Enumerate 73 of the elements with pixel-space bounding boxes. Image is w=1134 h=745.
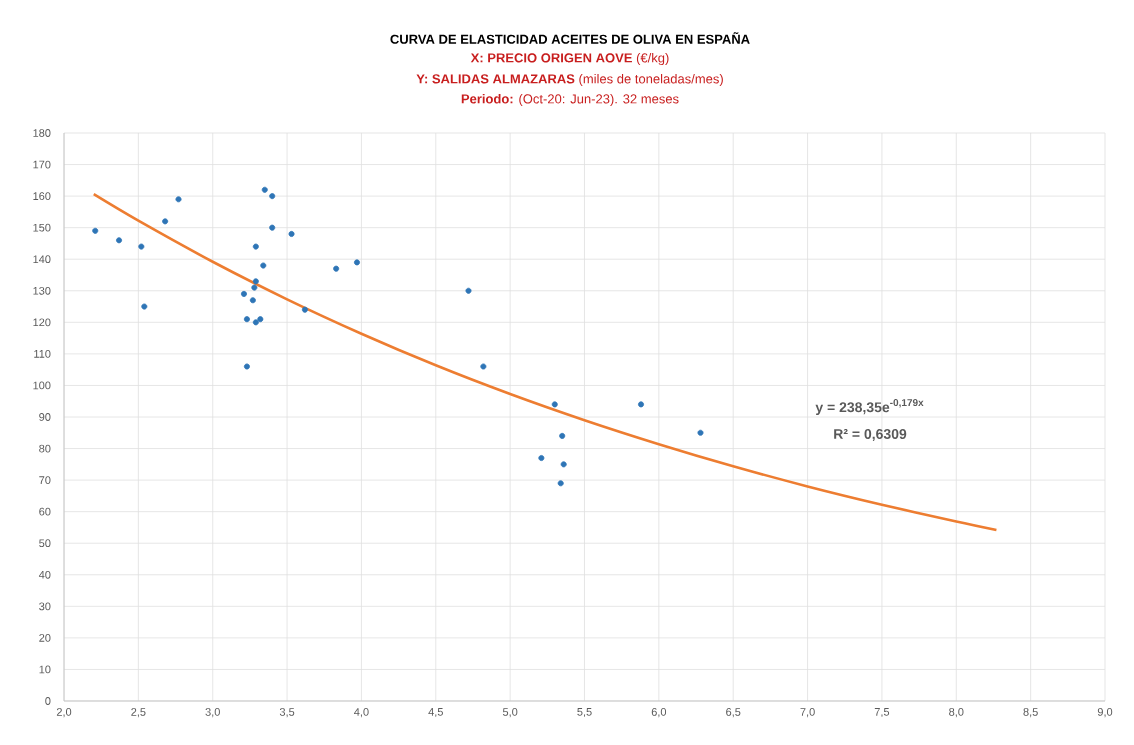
y-tick-label: 10 — [39, 665, 51, 674]
x-tick-label: 6,0 — [651, 708, 667, 718]
point — [240, 290, 247, 297]
point — [243, 316, 250, 323]
point — [333, 265, 340, 272]
y-tick-label: 0 — [45, 697, 51, 705]
point — [141, 303, 148, 310]
y-tick-label: 70 — [39, 476, 51, 484]
y-tick-label: 80 — [39, 444, 51, 453]
y-tick-label: 140 — [33, 255, 51, 264]
y-tick-label: 130 — [33, 286, 51, 295]
point — [260, 262, 267, 269]
point — [252, 319, 259, 326]
text: Periodo: (Oct-20: Jun-23). 32 meses — [461, 93, 679, 107]
point — [697, 429, 704, 436]
point — [116, 237, 123, 244]
point — [301, 306, 308, 313]
x-tick-label: 8,0 — [949, 708, 964, 718]
point — [559, 432, 566, 439]
y-tick-label: 120 — [33, 318, 51, 327]
x-tick-label: 5,0 — [502, 708, 518, 718]
chart-subtitle: X: PRECIO ORIGEN AOVE (€/kg) — [470, 52, 669, 66]
annotation: R² = 0,6309 — [834, 429, 907, 441]
y-tick-label: 50 — [39, 539, 51, 548]
point — [269, 193, 276, 200]
y-tick-label: 180 — [33, 129, 51, 137]
point — [252, 278, 259, 285]
point — [480, 363, 487, 370]
y-tick-label: 100 — [33, 381, 51, 390]
point — [269, 224, 276, 231]
text: Y: SALIDAS ALMAZARAS (miles de toneladas/mes) — [416, 73, 723, 87]
point — [249, 297, 256, 304]
y-tick-label: 40 — [38, 570, 51, 579]
point — [261, 186, 268, 193]
y-tick-label: 160 — [33, 192, 51, 200]
point — [162, 218, 169, 225]
y-tick-label: 20 — [39, 633, 51, 642]
x-tick-label: 7,0 — [800, 708, 815, 718]
point — [175, 196, 182, 203]
x-tick-label: 3,0 — [205, 708, 220, 718]
point — [92, 227, 99, 234]
point — [638, 401, 645, 408]
point — [551, 401, 558, 408]
x-tick-label: 2,0 — [56, 708, 72, 718]
point — [538, 455, 545, 462]
x-tick-label: 7,5 — [874, 708, 890, 718]
x-tick-label: 6,5 — [726, 708, 741, 718]
point — [257, 316, 264, 323]
x-tick-label: 5,5 — [577, 708, 592, 718]
x-tick-label: 9,0 — [1097, 708, 1113, 718]
point — [243, 363, 250, 370]
y-tick-label: 110 — [34, 349, 51, 358]
y-tick-label: 90 — [39, 413, 51, 421]
chart-title: CURVA DE ELASTICIDAD ACEITES DE OLIVA EN ESPAÑA — [390, 32, 750, 44]
point — [251, 284, 258, 291]
y-tick-label: 170 — [33, 160, 51, 169]
x-tick-label: 4,5 — [428, 708, 443, 718]
y-tick-label: 60 — [39, 507, 51, 516]
point — [465, 287, 472, 294]
annotation: y = 238,35e$^{-0,179x}$ — [815, 399, 924, 415]
point — [353, 259, 360, 266]
x-tick-label: 2,5 — [131, 708, 146, 718]
point — [252, 243, 259, 250]
x-tick-label: 3,5 — [279, 708, 295, 718]
line-series — [92, 192, 998, 532]
y-tick-label: 30 — [39, 602, 51, 611]
point — [288, 230, 295, 237]
y-tick-label: 150 — [33, 223, 51, 232]
point — [560, 461, 567, 468]
x-tick-label: 8,5 — [1023, 708, 1038, 718]
point — [138, 243, 145, 250]
point — [557, 480, 564, 487]
x-tick-label: 4,0 — [354, 708, 369, 718]
